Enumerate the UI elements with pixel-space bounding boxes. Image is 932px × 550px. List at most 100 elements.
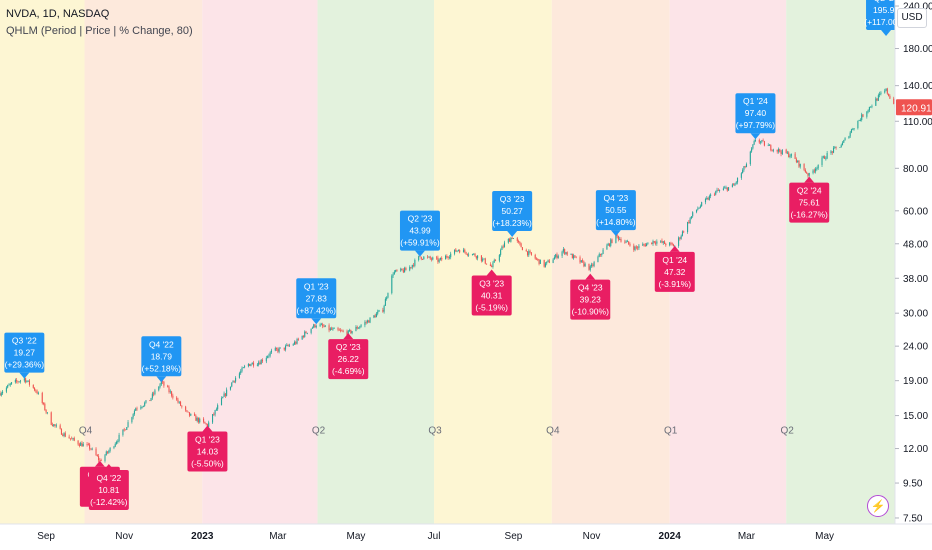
candle: [822, 156, 824, 158]
label-box: [88, 469, 129, 510]
candle: [324, 325, 326, 327]
label-box: [654, 251, 695, 292]
quarter-label: Q1: [664, 425, 678, 436]
quarter-low-label[interactable]: Q1 '24 47.32 (-3.91%): [654, 245, 695, 292]
candle: [172, 395, 174, 398]
chart-legend: NVDA, 1D, NASDAQ QHLM (Period | Price | …: [6, 6, 193, 40]
candle: [512, 238, 514, 239]
candle: [338, 329, 340, 331]
candle: [537, 258, 539, 260]
candle: [185, 406, 187, 411]
quarter-low-label[interactable]: Q4 '23 39.23 (-10.90%): [570, 273, 611, 320]
quarter-high-label[interactable]: Q4 '22 18.79 (+52.18%): [141, 336, 182, 383]
candle: [286, 344, 288, 346]
label-period: Q2 '24: [797, 186, 822, 196]
candle: [466, 254, 468, 255]
quarter-low-label[interactable]: Q1 '23 14.03 (-5.50%): [187, 425, 228, 472]
candle: [763, 141, 765, 146]
candle: [131, 417, 133, 423]
candle: [123, 429, 125, 431]
quarter-band: [551, 0, 670, 524]
candle: [464, 249, 466, 252]
candle: [556, 254, 558, 258]
candle: [647, 242, 649, 244]
quarter-high-label[interactable]: Q2 '23 43.99 (+59.91%): [399, 210, 440, 257]
label-pointer: [585, 273, 596, 280]
candle: [378, 309, 380, 312]
candle: [213, 414, 215, 415]
candle: [62, 434, 64, 436]
candle: [169, 391, 171, 393]
candle: [610, 239, 612, 246]
label-period: Q2 '24: [874, 0, 899, 3]
candle: [516, 238, 518, 242]
candle: [73, 438, 75, 441]
label-box: [187, 431, 228, 472]
candle: [251, 362, 253, 365]
quarter-high-label[interactable]: Q4 '23 50.55 (+14.80%): [595, 190, 636, 237]
candle: [740, 173, 742, 178]
label-box: [789, 182, 830, 223]
lightning-icon[interactable]: ⚡: [867, 495, 889, 517]
candle: [806, 172, 808, 174]
candle: [628, 241, 630, 245]
candle: [36, 391, 38, 394]
time-tick-label: Nov: [115, 531, 133, 542]
price-tick-label: 19.00: [903, 376, 928, 387]
candle: [519, 241, 521, 244]
candle: [215, 409, 217, 411]
candle: [260, 359, 262, 365]
candle: [279, 347, 281, 349]
quarter-band: [786, 0, 895, 524]
candle: [439, 257, 442, 260]
candle: [445, 255, 447, 260]
candle: [482, 258, 484, 261]
quarter-high-label[interactable]: Q1 '23 27.83 (+87.42%): [296, 278, 337, 325]
candle: [583, 261, 585, 267]
candle: [660, 240, 662, 242]
label-price: 18.79: [151, 351, 173, 361]
candle: [731, 184, 733, 188]
candle: [589, 266, 591, 270]
candle: [857, 120, 859, 129]
quarter-band: [317, 0, 435, 524]
candle: [383, 305, 385, 312]
candle: [861, 114, 863, 120]
candle: [867, 110, 869, 112]
quarter-high-label[interactable]: Q1 '24 97.40 (+97.79%): [735, 93, 776, 140]
candle: [870, 106, 872, 108]
candle: [261, 359, 264, 362]
price-tick-label: 7.50: [903, 513, 923, 524]
currency-button[interactable]: USD: [897, 8, 927, 28]
label-price: 14.03: [197, 446, 219, 456]
candle: [749, 151, 751, 165]
quarter-low-label[interactable]: Q2 '23 26.22 (-4.69%): [328, 333, 369, 380]
label-change: (-5.50%): [191, 458, 224, 468]
candle: [885, 88, 887, 91]
quarter-high-label[interactable]: Q3 '23 50.27 (+18.23%): [492, 190, 533, 237]
label-price: 75.61: [799, 198, 821, 208]
candle: [72, 438, 74, 439]
candle: [107, 451, 109, 453]
candle: [889, 95, 891, 99]
candle: [127, 422, 129, 428]
candle: [548, 260, 550, 263]
candle: [453, 249, 456, 254]
candle: [63, 433, 65, 436]
candle: [126, 427, 128, 431]
quarter-low-label[interactable]: Q2 '24 75.61 (-16.27%): [789, 176, 830, 223]
candle: [483, 258, 485, 260]
candle: [387, 293, 389, 298]
candle: [849, 132, 851, 137]
candle: [771, 150, 773, 151]
indicator-line[interactable]: QHLM (Period | Price | % Change, 80): [6, 25, 193, 37]
candle: [98, 456, 100, 461]
candle: [638, 245, 640, 249]
quarter-low-label[interactable]: Q3 '23 40.31 (-5.19%): [471, 269, 512, 316]
candle: [840, 145, 842, 148]
quarter-low-label[interactable]: Q4 '22 10.81 (-12.42%): [88, 463, 129, 510]
candle: [871, 105, 873, 107]
candle: [788, 152, 790, 158]
quarter-high-label[interactable]: Q3 '22 19.27 (+29.36%): [4, 332, 45, 379]
